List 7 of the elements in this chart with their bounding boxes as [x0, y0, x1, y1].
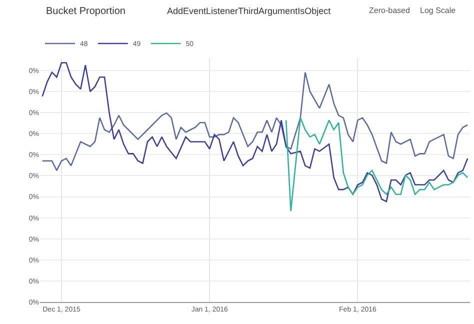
chart-title: Bucket Proportion	[46, 6, 126, 17]
text: Log Scale	[420, 6, 456, 15]
line-series	[42, 72, 468, 172]
line-series	[285, 117, 468, 212]
chart-subtitle: AddEventListenerThirdArgumentIsObject	[167, 6, 332, 16]
line-series	[42, 62, 468, 202]
text: Zero-based	[369, 6, 410, 15]
